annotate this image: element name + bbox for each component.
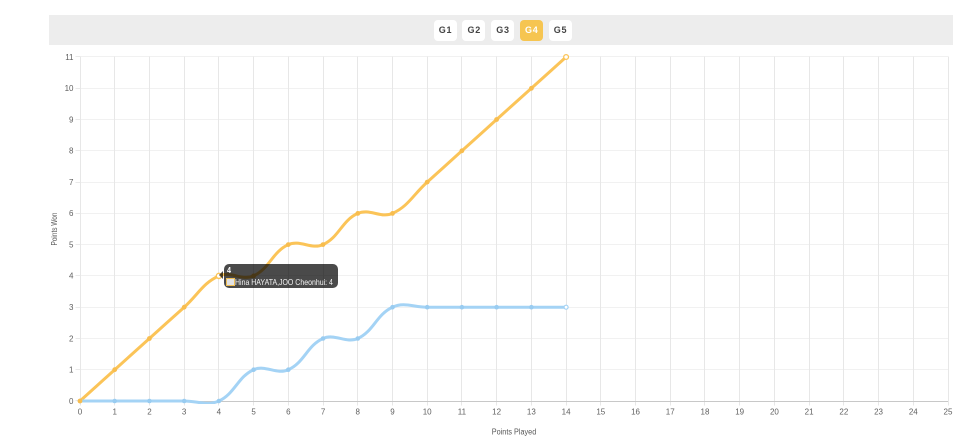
svg-text:20: 20 bbox=[770, 408, 779, 417]
svg-text:9: 9 bbox=[69, 115, 74, 124]
svg-text:4: 4 bbox=[69, 272, 74, 281]
svg-text:23: 23 bbox=[874, 408, 883, 417]
svg-text:14: 14 bbox=[562, 408, 571, 417]
svg-text:Points Played: Points Played bbox=[492, 428, 537, 437]
svg-text:0: 0 bbox=[78, 408, 83, 417]
svg-text:2: 2 bbox=[69, 334, 74, 343]
svg-text:11: 11 bbox=[458, 408, 467, 417]
svg-text:9: 9 bbox=[390, 408, 395, 417]
svg-text:1: 1 bbox=[69, 366, 74, 375]
svg-text:1: 1 bbox=[112, 408, 117, 417]
svg-text:0: 0 bbox=[69, 397, 74, 406]
svg-text:5: 5 bbox=[251, 408, 256, 417]
svg-text:6: 6 bbox=[286, 408, 291, 417]
svg-text:13: 13 bbox=[527, 408, 536, 417]
svg-text:6: 6 bbox=[69, 209, 74, 218]
svg-text:18: 18 bbox=[701, 408, 710, 417]
svg-text:7: 7 bbox=[321, 408, 326, 417]
svg-text:8: 8 bbox=[69, 147, 74, 156]
svg-text:16: 16 bbox=[631, 408, 640, 417]
svg-text:3: 3 bbox=[69, 303, 74, 312]
svg-text:3: 3 bbox=[182, 408, 187, 417]
svg-text:5: 5 bbox=[69, 240, 74, 249]
svg-text:8: 8 bbox=[356, 408, 361, 417]
svg-text:15: 15 bbox=[596, 408, 605, 417]
svg-text:12: 12 bbox=[492, 408, 501, 417]
svg-text:11: 11 bbox=[65, 53, 74, 62]
svg-text:10: 10 bbox=[423, 408, 432, 417]
svg-text:4: 4 bbox=[217, 408, 222, 417]
svg-text:10: 10 bbox=[65, 84, 74, 93]
svg-text:22: 22 bbox=[839, 408, 848, 417]
svg-text:19: 19 bbox=[735, 408, 744, 417]
svg-text:21: 21 bbox=[805, 408, 814, 417]
svg-text:7: 7 bbox=[69, 178, 74, 187]
svg-text:Points Won: Points Won bbox=[50, 213, 59, 246]
svg-text:24: 24 bbox=[909, 408, 918, 417]
svg-text:2: 2 bbox=[147, 408, 152, 417]
svg-text:17: 17 bbox=[666, 408, 675, 417]
svg-text:25: 25 bbox=[944, 408, 953, 417]
